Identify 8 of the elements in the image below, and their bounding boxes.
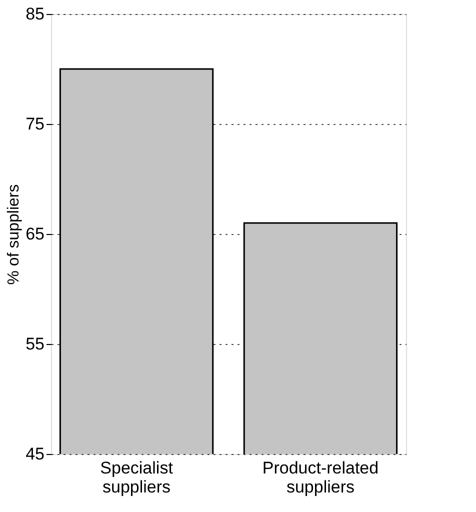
y-tick-label: 85: [26, 4, 44, 24]
y-tick-label: 45: [26, 444, 44, 464]
x-tick-label: Specialist suppliers: [100, 458, 174, 496]
y-tick-label: 65: [26, 224, 44, 244]
y-axis-title: % of suppliers: [6, 184, 23, 285]
y-tick-label: 75: [26, 114, 44, 134]
y-tick-label: 55: [26, 334, 44, 354]
x-tick-label: Product-related suppliers: [262, 458, 379, 496]
